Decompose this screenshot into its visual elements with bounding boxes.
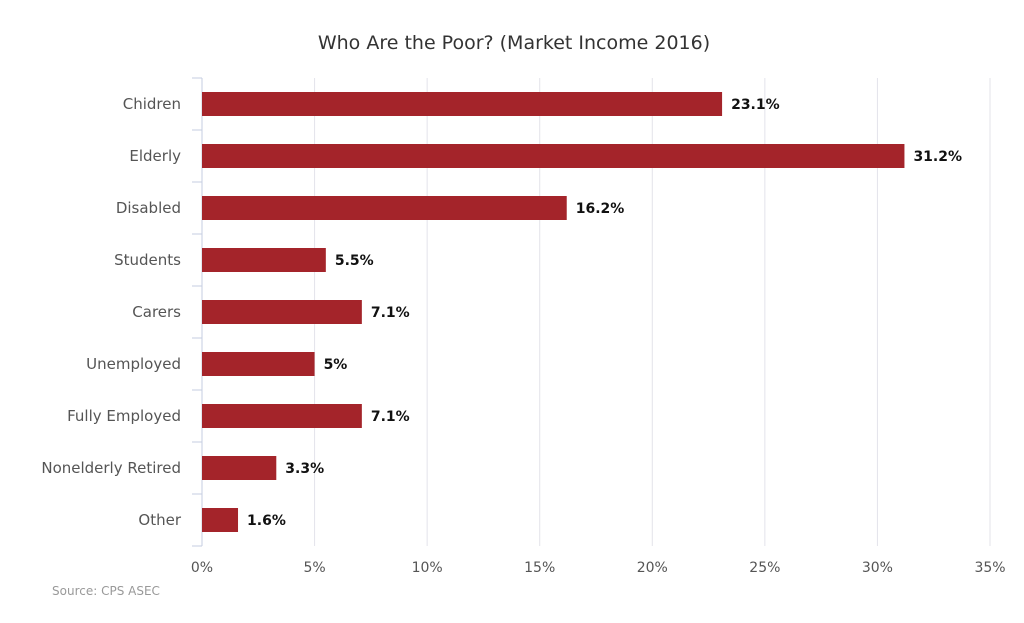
category-label: Other xyxy=(138,511,181,529)
category-label: Elderly xyxy=(129,147,181,165)
data-label: 31.2% xyxy=(913,149,962,165)
x-tick-label: 15% xyxy=(524,560,555,576)
bar xyxy=(202,196,567,220)
x-axis-tick-labels: 0% 5% 10% 15% 20% 25% 30% 35% xyxy=(191,560,1006,576)
data-label: 5.5% xyxy=(335,253,374,269)
bar xyxy=(202,144,905,168)
category-label: Students xyxy=(114,251,181,269)
category-label: Disabled xyxy=(116,199,181,217)
category-labels: Chidren Elderly Disabled Students Carers Unem… xyxy=(41,95,181,529)
data-label: 1.6% xyxy=(247,513,286,529)
data-label: 7.1% xyxy=(371,409,410,425)
x-tick-label: 30% xyxy=(862,560,893,576)
category-label: Unemployed xyxy=(86,355,181,373)
x-tick-label: 5% xyxy=(303,560,325,576)
bar xyxy=(202,508,239,532)
data-label: 5% xyxy=(324,357,348,373)
chart-source: Source: CPS ASEC xyxy=(52,584,160,598)
bar xyxy=(202,92,723,116)
bar xyxy=(202,352,315,376)
x-tick-label: 25% xyxy=(749,560,780,576)
x-tick-label: 10% xyxy=(412,560,443,576)
category-label: Chidren xyxy=(123,95,181,113)
chart-title: Who Are the Poor? (Market Income 2016) xyxy=(318,32,710,54)
x-tick-label: 35% xyxy=(974,560,1005,576)
category-label: Fully Employed xyxy=(67,407,181,425)
data-label: 3.3% xyxy=(285,461,324,477)
data-label: 16.2% xyxy=(576,201,625,217)
x-tick-label: 20% xyxy=(637,560,668,576)
bar xyxy=(202,404,362,428)
data-labels: 23.1% 31.2% 16.2% 5.5% 7.1% 5% 7.1% 3.3% 1.6% xyxy=(247,97,962,529)
bars xyxy=(202,92,905,532)
category-label: Carers xyxy=(132,303,181,321)
bar xyxy=(202,248,326,272)
x-tick-label: 0% xyxy=(191,560,213,576)
data-label: 23.1% xyxy=(731,97,780,113)
data-label: 7.1% xyxy=(371,305,410,321)
category-label: Nonelderly Retired xyxy=(41,459,181,477)
bar xyxy=(202,300,362,324)
bar xyxy=(202,456,277,480)
